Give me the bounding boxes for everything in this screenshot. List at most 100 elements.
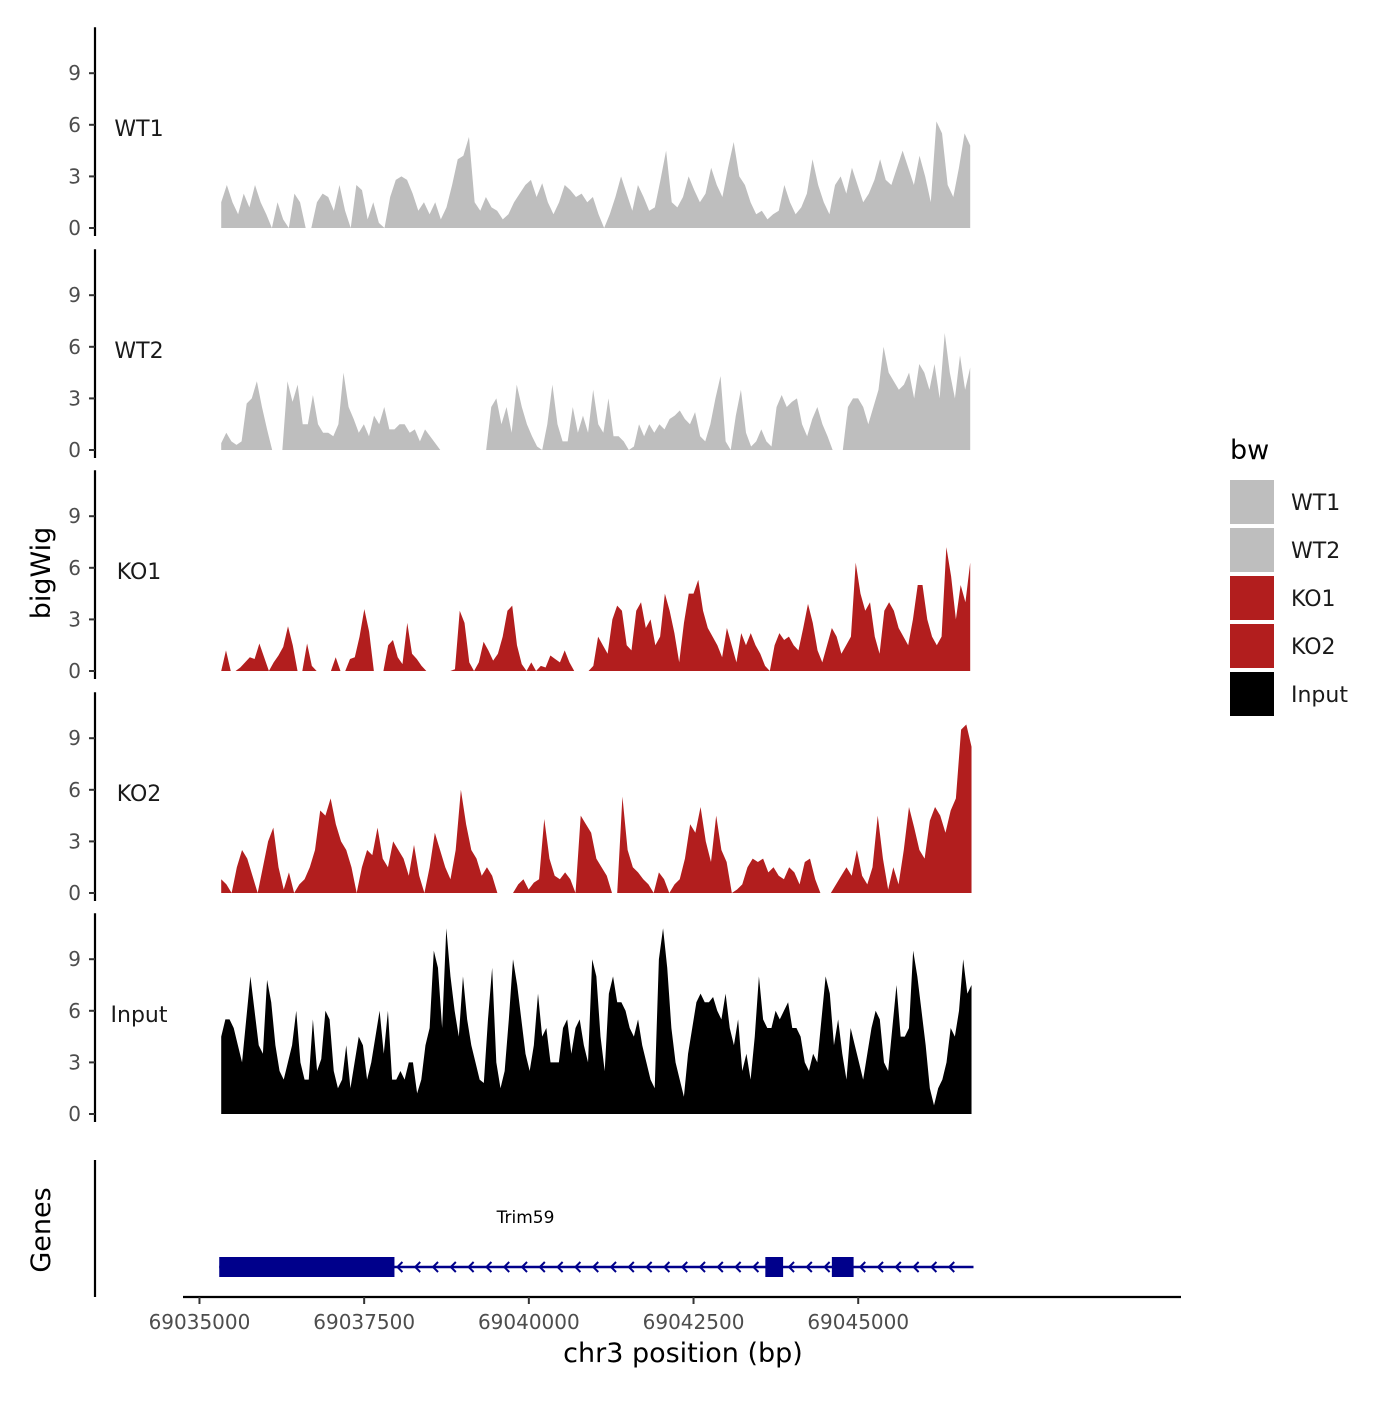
strand-chevron xyxy=(823,1261,831,1273)
legend-item-input: Input xyxy=(1230,672,1348,716)
strand-chevron xyxy=(858,1261,866,1273)
x-tick-label: 69040000 xyxy=(478,1310,580,1334)
legend-label: KO2 xyxy=(1291,635,1336,660)
y-tick-label: 3 xyxy=(68,607,81,631)
legend-entries: WT1 WT2 KO1 KO2 Input xyxy=(1230,480,1348,716)
y-axis-title-bigwig: bigWig xyxy=(26,527,57,620)
strand-chevron xyxy=(663,1261,671,1273)
x-tick-label: 69037500 xyxy=(313,1310,415,1334)
strand-chevron xyxy=(680,1261,688,1273)
strand-chevron xyxy=(627,1261,635,1273)
strand-chevron xyxy=(467,1261,475,1273)
y-tick-label: 6 xyxy=(68,335,81,359)
legend-label: Input xyxy=(1291,683,1348,708)
y-tick-label: 0 xyxy=(68,881,81,905)
y-tick-label: 6 xyxy=(68,113,81,137)
gene-exon xyxy=(831,1257,854,1277)
y-tick-label: 3 xyxy=(68,386,81,410)
y-tick-label: 6 xyxy=(68,556,81,580)
track-label-wt1: WT1 xyxy=(114,117,163,142)
x-tick-label: 69035000 xyxy=(149,1310,251,1334)
x-tick-label: 69045000 xyxy=(807,1310,909,1334)
strand-chevron xyxy=(912,1261,920,1273)
track-ko1: 0 3 6 9 KO1 xyxy=(68,470,971,683)
y-tick-label: 3 xyxy=(68,164,81,188)
strand-chevron xyxy=(716,1261,724,1273)
y-tick-label: 9 xyxy=(68,504,81,528)
strand-chevron xyxy=(645,1261,653,1273)
y-tick-label: 9 xyxy=(68,726,81,750)
strand-chevron xyxy=(930,1261,938,1273)
legend-swatch xyxy=(1230,576,1274,620)
genes-layer: Trim59 xyxy=(93,1160,974,1297)
x-tick-label: 69042500 xyxy=(643,1310,745,1334)
strand-chevron xyxy=(538,1261,546,1273)
y-tick-label: 3 xyxy=(68,829,81,853)
legend: bw WT1 WT2 KO1 KO2 Input xyxy=(1230,435,1348,716)
strand-chevron xyxy=(502,1261,510,1273)
track-wt1: 0 3 6 9 WT1 xyxy=(68,27,971,240)
strand-chevron xyxy=(485,1261,493,1273)
legend-label: KO1 xyxy=(1291,587,1336,612)
y-tick-label: 0 xyxy=(68,216,81,240)
legend-label: WT1 xyxy=(1291,491,1340,516)
series-area-input xyxy=(221,928,972,1114)
x-axis-title: chr3 position (bp) xyxy=(563,1338,803,1369)
strand-chevron xyxy=(752,1261,760,1273)
y-tick-label: 3 xyxy=(68,1050,81,1074)
strand-chevron xyxy=(894,1261,902,1273)
strand-chevron xyxy=(431,1261,439,1273)
x-axis: 69035000 69037500 69040000 69042500 69045000 xyxy=(149,1295,1181,1334)
legend-swatch xyxy=(1230,480,1274,524)
series-area-wt2 xyxy=(221,333,971,450)
legend-item-ko2: KO2 xyxy=(1230,624,1336,668)
track-label-ko2: KO2 xyxy=(117,782,162,807)
y-tick-label: 9 xyxy=(68,61,81,85)
strand-chevron xyxy=(396,1261,404,1273)
strand-chevron xyxy=(609,1261,617,1273)
gene-exon xyxy=(219,1257,395,1277)
strand-chevron xyxy=(787,1261,795,1273)
series-area-ko2 xyxy=(221,724,972,893)
tracks-layer: 0 3 6 9 WT1 0 3 6 9 WT2 0 3 6 9 KO1 0 3 6 9 KO2 0 3 6 9 Input xyxy=(68,27,972,1126)
legend-label: WT2 xyxy=(1291,539,1340,564)
y-tick-label: 0 xyxy=(68,1102,81,1126)
strand-chevron xyxy=(947,1261,955,1273)
strand-chevron xyxy=(574,1261,582,1273)
legend-swatch xyxy=(1230,528,1274,572)
strand-chevron xyxy=(520,1261,528,1273)
y-tick-label: 9 xyxy=(68,947,81,971)
series-area-wt1 xyxy=(221,121,971,228)
y-tick-label: 6 xyxy=(68,999,81,1023)
legend-swatch xyxy=(1230,624,1274,668)
y-axis-title-genes: Genes xyxy=(26,1187,57,1272)
legend-title: bw xyxy=(1230,435,1269,466)
gene-exon xyxy=(765,1257,784,1277)
strand-chevron xyxy=(413,1261,421,1273)
legend-item-wt2: WT2 xyxy=(1230,528,1340,572)
strand-chevron xyxy=(591,1261,599,1273)
track-wt2: 0 3 6 9 WT2 xyxy=(68,249,971,462)
track-label-ko1: KO1 xyxy=(117,560,162,585)
gene-label: Trim59 xyxy=(496,1208,555,1228)
track-input: 0 3 6 9 Input xyxy=(68,913,972,1126)
strand-chevron xyxy=(734,1261,742,1273)
strand-chevron xyxy=(698,1261,706,1273)
y-tick-label: 0 xyxy=(68,438,81,462)
track-label-input: Input xyxy=(111,1003,168,1028)
series-area-ko1 xyxy=(221,547,971,671)
track-label-wt2: WT2 xyxy=(114,339,163,364)
y-tick-label: 6 xyxy=(68,778,81,802)
y-tick-label: 0 xyxy=(68,659,81,683)
legend-swatch xyxy=(1230,672,1274,716)
strand-chevron xyxy=(449,1261,457,1273)
track-ko2: 0 3 6 9 KO2 xyxy=(68,692,972,905)
strand-chevron xyxy=(556,1261,564,1273)
legend-item-ko1: KO1 xyxy=(1230,576,1336,620)
strand-chevron xyxy=(805,1261,813,1273)
gene-trim59: Trim59 xyxy=(219,1208,974,1277)
legend-item-wt1: WT1 xyxy=(1230,480,1340,524)
y-tick-label: 9 xyxy=(68,283,81,307)
